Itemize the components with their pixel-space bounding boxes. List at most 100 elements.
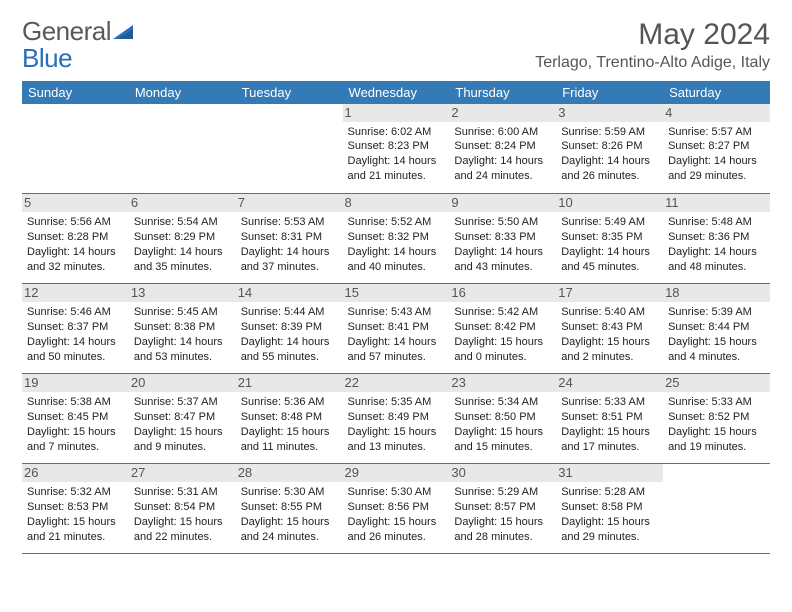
day-number: 17	[556, 284, 663, 302]
calendar-week-row: 19 Sunrise: 5:38 AMSunset: 8:45 PMDayligh…	[22, 374, 770, 464]
calendar-day-cell	[663, 464, 770, 554]
day-details: Sunrise: 5:43 AMSunset: 8:41 PMDaylight:…	[348, 305, 445, 364]
weekday-header: Saturday	[663, 81, 770, 104]
calendar-day-cell: 1 Sunrise: 6:02 AMSunset: 8:23 PMDaylight…	[343, 104, 450, 194]
day-details: Sunrise: 5:30 AMSunset: 8:56 PMDaylight:…	[348, 485, 445, 544]
calendar-day-cell: 7 Sunrise: 5:53 AMSunset: 8:31 PMDaylight…	[236, 194, 343, 284]
day-details: Sunrise: 5:33 AMSunset: 8:51 PMDaylight:…	[561, 395, 658, 454]
day-details: Sunrise: 5:44 AMSunset: 8:39 PMDaylight:…	[241, 305, 338, 364]
weekday-header: Wednesday	[343, 81, 450, 104]
day-number: 30	[449, 464, 556, 482]
calendar-day-cell: 9 Sunrise: 5:50 AMSunset: 8:33 PMDaylight…	[449, 194, 556, 284]
day-details: Sunrise: 6:00 AMSunset: 8:24 PMDaylight:…	[454, 125, 551, 184]
day-details: Sunrise: 5:46 AMSunset: 8:37 PMDaylight:…	[27, 305, 124, 364]
weekday-header: Monday	[129, 81, 236, 104]
day-number: 28	[236, 464, 343, 482]
day-number: 8	[343, 194, 450, 212]
day-number: 18	[663, 284, 770, 302]
calendar-table: SundayMondayTuesdayWednesdayThursdayFrid…	[22, 81, 770, 555]
calendar-week-row: 26 Sunrise: 5:32 AMSunset: 8:53 PMDayligh…	[22, 464, 770, 554]
day-details: Sunrise: 6:02 AMSunset: 8:23 PMDaylight:…	[348, 125, 445, 184]
day-number: 31	[556, 464, 663, 482]
calendar-day-cell: 13Sunrise: 5:45 AMSunset: 8:38 PMDayligh…	[129, 284, 236, 374]
calendar-day-cell: 2 Sunrise: 6:00 AMSunset: 8:24 PMDaylight…	[449, 104, 556, 194]
day-number: 15	[343, 284, 450, 302]
calendar-day-cell: 15 Sunrise: 5:43 AMSunset: 8:41 PMDayligh…	[343, 284, 450, 374]
day-number: 25	[663, 374, 770, 392]
calendar-day-cell: 11 Sunrise: 5:48 AMSunset: 8:36 PMDayligh…	[663, 194, 770, 284]
day-details: Sunrise: 5:32 AMSunset: 8:53 PMDaylight:…	[27, 485, 124, 544]
day-details: Sunrise: 5:37 AMSunset: 8:47 PMDaylight:…	[134, 395, 231, 454]
calendar-day-cell: 8 Sunrise: 5:52 AMSunset: 8:32 PMDaylight…	[343, 194, 450, 284]
logo: GeneralBlue	[22, 18, 137, 73]
title-block: May 2024 Terlago, Trentino-Alto Adige, I…	[535, 18, 770, 72]
weekday-header: Thursday	[449, 81, 556, 104]
calendar-week-row: 1 Sunrise: 6:02 AMSunset: 8:23 PMDaylight…	[22, 104, 770, 194]
calendar-day-cell: 10 Sunrise: 5:49 AMSunset: 8:35 PMDayligh…	[556, 194, 663, 284]
calendar-day-cell: 22Sunrise: 5:35 AMSunset: 8:49 PMDayligh…	[343, 374, 450, 464]
day-number: 1	[343, 104, 450, 122]
calendar-day-cell: 5 Sunrise: 5:56 AMSunset: 8:28 PMDaylight…	[22, 194, 129, 284]
calendar-week-row: 5 Sunrise: 5:56 AMSunset: 8:28 PMDaylight…	[22, 194, 770, 284]
header: GeneralBlue May 2024 Terlago, Trentino-A…	[22, 18, 770, 73]
day-number: 19	[22, 374, 129, 392]
calendar-day-cell	[22, 104, 129, 194]
day-details: Sunrise: 5:35 AMSunset: 8:49 PMDaylight:…	[348, 395, 445, 454]
calendar-day-cell: 4 Sunrise: 5:57 AMSunset: 8:27 PMDaylight…	[663, 104, 770, 194]
calendar-body: 1 Sunrise: 6:02 AMSunset: 8:23 PMDaylight…	[22, 104, 770, 554]
calendar-day-cell: 26 Sunrise: 5:32 AMSunset: 8:53 PMDayligh…	[22, 464, 129, 554]
day-number: 7	[236, 194, 343, 212]
logo-text-2: Blue	[22, 43, 72, 73]
day-details: Sunrise: 5:45 AMSunset: 8:38 PMDaylight:…	[134, 305, 231, 364]
day-number: 11	[663, 194, 770, 212]
day-number: 5	[22, 194, 129, 212]
day-details: Sunrise: 5:52 AMSunset: 8:32 PMDaylight:…	[348, 215, 445, 274]
calendar-day-cell: 16 Sunrise: 5:42 AMSunset: 8:42 PMDayligh…	[449, 284, 556, 374]
calendar-day-cell: 31Sunrise: 5:28 AMSunset: 8:58 PMDayligh…	[556, 464, 663, 554]
calendar-day-cell	[236, 104, 343, 194]
day-details: Sunrise: 5:38 AMSunset: 8:45 PMDaylight:…	[27, 395, 124, 454]
day-details: Sunrise: 5:57 AMSunset: 8:27 PMDaylight:…	[668, 125, 765, 184]
day-details: Sunrise: 5:56 AMSunset: 8:28 PMDaylight:…	[27, 215, 124, 274]
day-number: 16	[449, 284, 556, 302]
day-number: 4	[663, 104, 770, 122]
calendar-day-cell: 23Sunrise: 5:34 AMSunset: 8:50 PMDayligh…	[449, 374, 556, 464]
calendar-day-cell: 24 Sunrise: 5:33 AMSunset: 8:51 PMDayligh…	[556, 374, 663, 464]
day-number: 21	[236, 374, 343, 392]
calendar-day-cell: 18Sunrise: 5:39 AMSunset: 8:44 PMDayligh…	[663, 284, 770, 374]
month-title: May 2024	[535, 18, 770, 52]
calendar-day-cell: 30 Sunrise: 5:29 AMSunset: 8:57 PMDayligh…	[449, 464, 556, 554]
day-details: Sunrise: 5:49 AMSunset: 8:35 PMDaylight:…	[561, 215, 658, 274]
day-details: Sunrise: 5:53 AMSunset: 8:31 PMDaylight:…	[241, 215, 338, 274]
calendar-head: SundayMondayTuesdayWednesdayThursdayFrid…	[22, 81, 770, 104]
day-number: 20	[129, 374, 236, 392]
day-details: Sunrise: 5:42 AMSunset: 8:42 PMDaylight:…	[454, 305, 551, 364]
day-details: Sunrise: 5:59 AMSunset: 8:26 PMDaylight:…	[561, 125, 658, 184]
calendar-day-cell: 17Sunrise: 5:40 AMSunset: 8:43 PMDayligh…	[556, 284, 663, 374]
calendar-day-cell: 29 Sunrise: 5:30 AMSunset: 8:56 PMDayligh…	[343, 464, 450, 554]
day-number: 6	[129, 194, 236, 212]
day-number: 29	[343, 464, 450, 482]
calendar-day-cell: 20 Sunrise: 5:37 AMSunset: 8:47 PMDayligh…	[129, 374, 236, 464]
day-details: Sunrise: 5:31 AMSunset: 8:54 PMDaylight:…	[134, 485, 231, 544]
day-details: Sunrise: 5:50 AMSunset: 8:33 PMDaylight:…	[454, 215, 551, 274]
calendar-week-row: 12 Sunrise: 5:46 AMSunset: 8:37 PMDayligh…	[22, 284, 770, 374]
weekday-header: Sunday	[22, 81, 129, 104]
day-number: 2	[449, 104, 556, 122]
day-number: 9	[449, 194, 556, 212]
calendar-day-cell: 12 Sunrise: 5:46 AMSunset: 8:37 PMDayligh…	[22, 284, 129, 374]
calendar-day-cell: 6Sunrise: 5:54 AMSunset: 8:29 PMDaylight…	[129, 194, 236, 284]
day-details: Sunrise: 5:29 AMSunset: 8:57 PMDaylight:…	[454, 485, 551, 544]
calendar-day-cell	[129, 104, 236, 194]
day-number: 24	[556, 374, 663, 392]
day-number: 14	[236, 284, 343, 302]
day-number: 12	[22, 284, 129, 302]
calendar-day-cell: 19 Sunrise: 5:38 AMSunset: 8:45 PMDayligh…	[22, 374, 129, 464]
calendar-day-cell: 21Sunrise: 5:36 AMSunset: 8:48 PMDayligh…	[236, 374, 343, 464]
calendar-day-cell: 14 Sunrise: 5:44 AMSunset: 8:39 PMDayligh…	[236, 284, 343, 374]
calendar-day-cell: 3Sunrise: 5:59 AMSunset: 8:26 PMDaylight…	[556, 104, 663, 194]
day-details: Sunrise: 5:48 AMSunset: 8:36 PMDaylight:…	[668, 215, 765, 274]
day-number: 26	[22, 464, 129, 482]
day-number: 10	[556, 194, 663, 212]
location: Terlago, Trentino-Alto Adige, Italy	[535, 54, 770, 72]
